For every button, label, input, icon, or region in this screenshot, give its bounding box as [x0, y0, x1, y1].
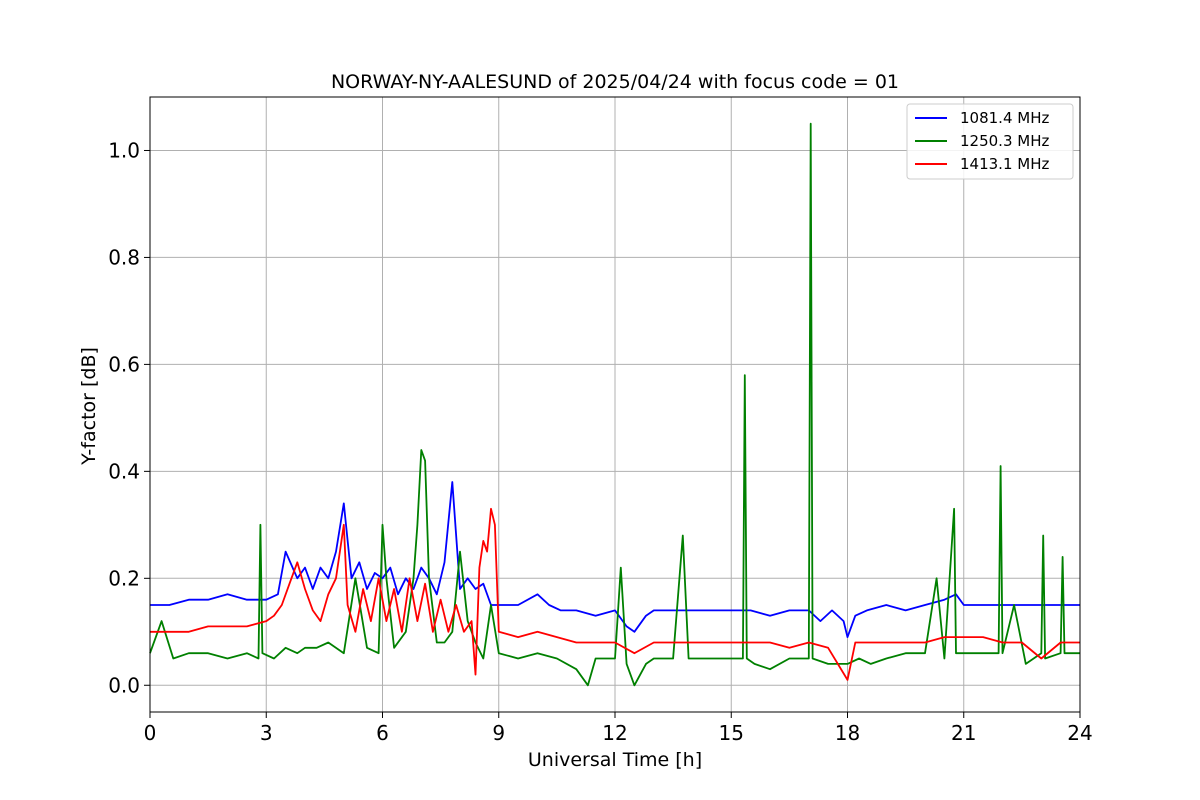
chart-title: NORWAY-NY-AALESUND of 2025/04/24 with fo…: [331, 71, 899, 93]
x-tick-label: 9: [492, 721, 505, 745]
legend-label-1: 1081.4 MHz: [960, 109, 1049, 127]
x-tick-label: 3: [260, 721, 273, 745]
x-tick-label: 12: [602, 721, 627, 745]
y-tick-label: 0.6: [108, 352, 140, 376]
series-layer: [149, 122, 1080, 687]
y-tick-label: 0.8: [108, 245, 140, 269]
x-tick-label: 0: [144, 721, 157, 745]
x-axis-label: Universal Time [h]: [528, 749, 702, 771]
x-tick-label: 21: [951, 721, 976, 745]
x-tick-label: 15: [719, 721, 744, 745]
legend-label-3: 1413.1 MHz: [960, 155, 1049, 173]
legend-box: [906, 103, 1074, 180]
y-tick-label: 0.4: [108, 459, 140, 483]
legend: 1081.4 MHz 1250.3 MHz 1413.1 MHz: [906, 103, 1074, 180]
legend-label-2: 1250.3 MHz: [960, 132, 1049, 150]
series-line-1: [150, 481, 1080, 638]
y-axis-label: Y-factor [dB]: [78, 347, 100, 466]
series-line-3: [150, 507, 1080, 681]
x-tick-label: 6: [376, 721, 389, 745]
x-tick-label: 24: [1067, 721, 1092, 745]
y-tick-label: 0.0: [108, 673, 140, 697]
tick-layer: 0 3 6 9 12 15 18 21 24 0.0 0.2 0.4 0.6 0.8 1.0: [108, 138, 1093, 745]
x-tick-label: 18: [835, 721, 860, 745]
y-tick-label: 1.0: [108, 138, 140, 162]
y-tick-label: 0.2: [108, 566, 140, 590]
series-line-2: [149, 122, 1080, 687]
